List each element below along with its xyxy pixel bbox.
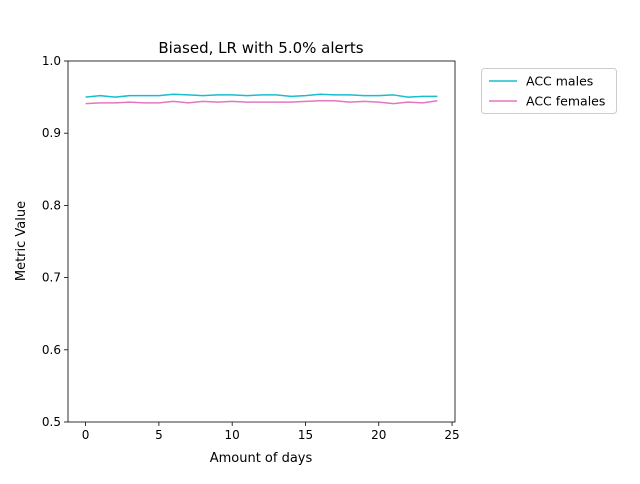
x-tick-label: 15 <box>298 428 313 442</box>
y-tick-label: 0.5 <box>42 415 61 429</box>
x-tick-label: 0 <box>82 428 90 442</box>
y-tick-label: 1.0 <box>42 54 61 68</box>
legend-label: ACC males <box>526 74 593 89</box>
x-axis-label: Amount of days <box>210 451 313 466</box>
chart-title: Biased, LR with 5.0% alerts <box>158 39 363 57</box>
y-axis-ticks: 0.5 0.6 0.7 0.8 0.9 1.0 <box>42 54 68 429</box>
x-tick-label: 5 <box>155 428 163 442</box>
x-tick-label: 10 <box>225 428 240 442</box>
series-line-1 <box>85 93 438 98</box>
legend-box <box>481 68 617 114</box>
y-tick-label: 0.9 <box>42 126 61 140</box>
y-tick-label: 0.8 <box>42 198 61 212</box>
x-axis-ticks: 0 5 10 15 20 25 <box>82 422 460 442</box>
x-tick-label: 20 <box>371 428 386 442</box>
series-line-2 <box>85 99 438 105</box>
axes-frame <box>67 60 456 423</box>
y-tick-label: 0.6 <box>42 343 61 357</box>
plot-area-border <box>67 60 456 423</box>
y-axis-label: Metric Value <box>14 201 29 281</box>
legend-label: ACC females <box>526 94 605 109</box>
x-tick-label: 25 <box>444 428 459 442</box>
y-tick-label: 0.7 <box>42 271 61 285</box>
legend: ACC males ACC females <box>481 68 617 114</box>
series-layer <box>85 93 438 105</box>
